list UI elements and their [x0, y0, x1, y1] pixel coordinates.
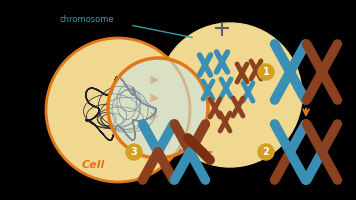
- Circle shape: [108, 58, 208, 158]
- Circle shape: [126, 144, 142, 160]
- Text: Cell: Cell: [82, 160, 105, 170]
- Text: 2: 2: [263, 147, 269, 157]
- Circle shape: [46, 38, 190, 182]
- Text: 1: 1: [263, 67, 269, 77]
- Text: chromosome: chromosome: [60, 15, 115, 24]
- Circle shape: [158, 23, 302, 167]
- Circle shape: [258, 144, 274, 160]
- Text: 3: 3: [131, 147, 137, 157]
- Circle shape: [258, 64, 274, 80]
